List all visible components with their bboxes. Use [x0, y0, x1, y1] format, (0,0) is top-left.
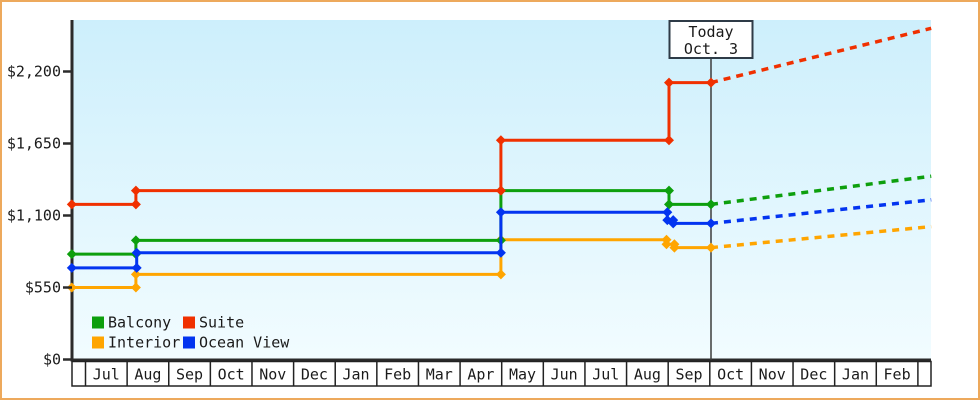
month-label: Oct [717, 366, 744, 384]
data-point-marker-ocean-view [668, 218, 679, 229]
data-point-marker-balcony [130, 235, 141, 246]
data-point-marker-suite [130, 185, 141, 196]
legend-swatch-ocean-view [183, 336, 195, 349]
y-axis-label: $1,650 [7, 135, 61, 153]
y-axis-label: $2,200 [7, 63, 61, 81]
data-point-marker-interior [661, 239, 672, 250]
month-label: Jul [592, 366, 619, 384]
data-point-marker-suite [706, 77, 716, 88]
month-label: Jul [93, 366, 120, 384]
data-point-marker-ocean-view [131, 262, 142, 273]
month-label: May [509, 366, 536, 384]
data-point-marker-balcony [664, 199, 674, 210]
series-projection-ocean-view [710, 198, 932, 226]
data-point-marker-ocean-view [495, 207, 506, 218]
month-label: Jan [342, 366, 369, 384]
data-point-marker-ocean-view [66, 262, 77, 273]
axes [70, 20, 931, 362]
data-point-marker-balcony [664, 185, 674, 196]
legend-label-interior: Interior [108, 334, 180, 352]
month-label: Mar [426, 366, 453, 384]
data-point-marker-suite [66, 199, 77, 210]
month-label: Jan [842, 366, 869, 384]
month-label: Sep [675, 366, 702, 384]
data-point-marker-ocean-view [662, 207, 673, 218]
today-label: Today [688, 23, 733, 41]
data-point-marker-interior [669, 242, 680, 253]
data-point-marker-suite [495, 185, 506, 196]
data-point-marker-ocean-view [495, 247, 506, 258]
data-point-marker-suite [664, 135, 674, 146]
month-label: Sep [176, 366, 203, 384]
month-label: Feb [384, 366, 411, 384]
legend-swatch-suite [183, 316, 195, 329]
data-point-marker-suite [130, 199, 141, 210]
data-point-marker-balcony [706, 199, 716, 210]
month-label: Dec [301, 366, 328, 384]
month-label: Nov [759, 366, 786, 384]
today-box [668, 20, 754, 59]
legend-label-suite: Suite [199, 314, 244, 332]
series-projection-interior [710, 224, 932, 250]
y-axis-label: $1,100 [7, 207, 61, 225]
y-axis-label: $0 [43, 351, 61, 369]
legend-swatch-interior [92, 336, 104, 349]
data-point-marker-interior [706, 242, 716, 253]
data-point-marker-ocean-view [131, 247, 142, 258]
month-label: Aug [634, 366, 661, 384]
month-label: Aug [134, 366, 161, 384]
month-label: Oct [218, 366, 245, 384]
data-point-marker-interior [130, 269, 141, 280]
legend-label-ocean-view: Ocean View [199, 334, 290, 352]
series-projection-suite [710, 26, 932, 85]
legend-label-balcony: Balcony [108, 314, 171, 332]
price-axis: $2,200 $1,650 $1,100 $550 $0 [7, 63, 72, 369]
month-label: Jun [551, 366, 578, 384]
month-label: Dec [800, 366, 827, 384]
data-point-marker-ocean-view [706, 218, 716, 229]
month-axis: Jul Aug Sep Oct Nov Dec Jan Feb Mar Apr May Jun Jul A… [71, 360, 932, 387]
month-label: Nov [259, 366, 286, 384]
data-point-marker-interior [130, 282, 141, 293]
chart-legend: Balcony Suite Interior Ocean View [92, 314, 290, 352]
y-axis-label: $550 [25, 279, 61, 297]
today-marker: Today Oct. 3 [668, 20, 754, 59]
price-series [66, 26, 932, 293]
month-label: Feb [884, 366, 911, 384]
data-point-marker-suite [664, 77, 674, 88]
legend-swatch-balcony [92, 316, 104, 329]
today-date: Oct. 3 [684, 40, 738, 58]
data-point-marker-balcony [66, 249, 77, 260]
data-point-marker-interior [495, 269, 506, 280]
series-projection-balcony [710, 174, 932, 207]
month-label: Apr [467, 366, 494, 384]
data-point-marker-suite [495, 135, 506, 146]
